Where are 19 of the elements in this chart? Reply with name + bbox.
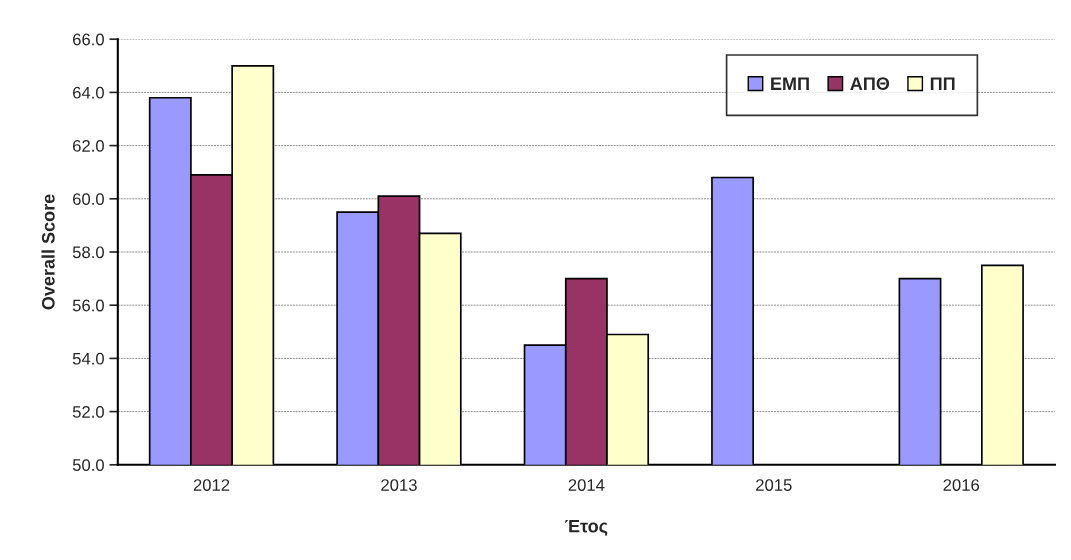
y-tick-label: 60.0 [73, 193, 104, 205]
x-axis-title: Έτος [565, 519, 608, 536]
x-tick-label: 2016 [943, 479, 980, 491]
x-tick-label: 2014 [568, 479, 605, 491]
y-tick-label: 50.0 [72, 459, 104, 471]
x-tick-label: 2015 [756, 479, 792, 491]
y-axis-title: Overall Score [41, 194, 55, 310]
y-tick-label: 54.0 [72, 352, 104, 365]
legend-label: ΠΠ [930, 77, 955, 90]
y-tick-label: 66.0 [73, 33, 104, 46]
y-tick-label: 56.0 [72, 299, 104, 312]
y-tick-label: 52.0 [72, 406, 104, 418]
legend-label: ΕΜΠ [771, 77, 809, 90]
x-tick-label: 2013 [381, 479, 417, 491]
x-tick-label: 2012 [193, 479, 230, 491]
y-tick-label: 58.0 [72, 246, 104, 259]
y-tick-label: 64.0 [73, 86, 104, 99]
legend-label: ΑΠΘ [850, 77, 890, 91]
y-tick-label: 62.0 [73, 140, 104, 152]
